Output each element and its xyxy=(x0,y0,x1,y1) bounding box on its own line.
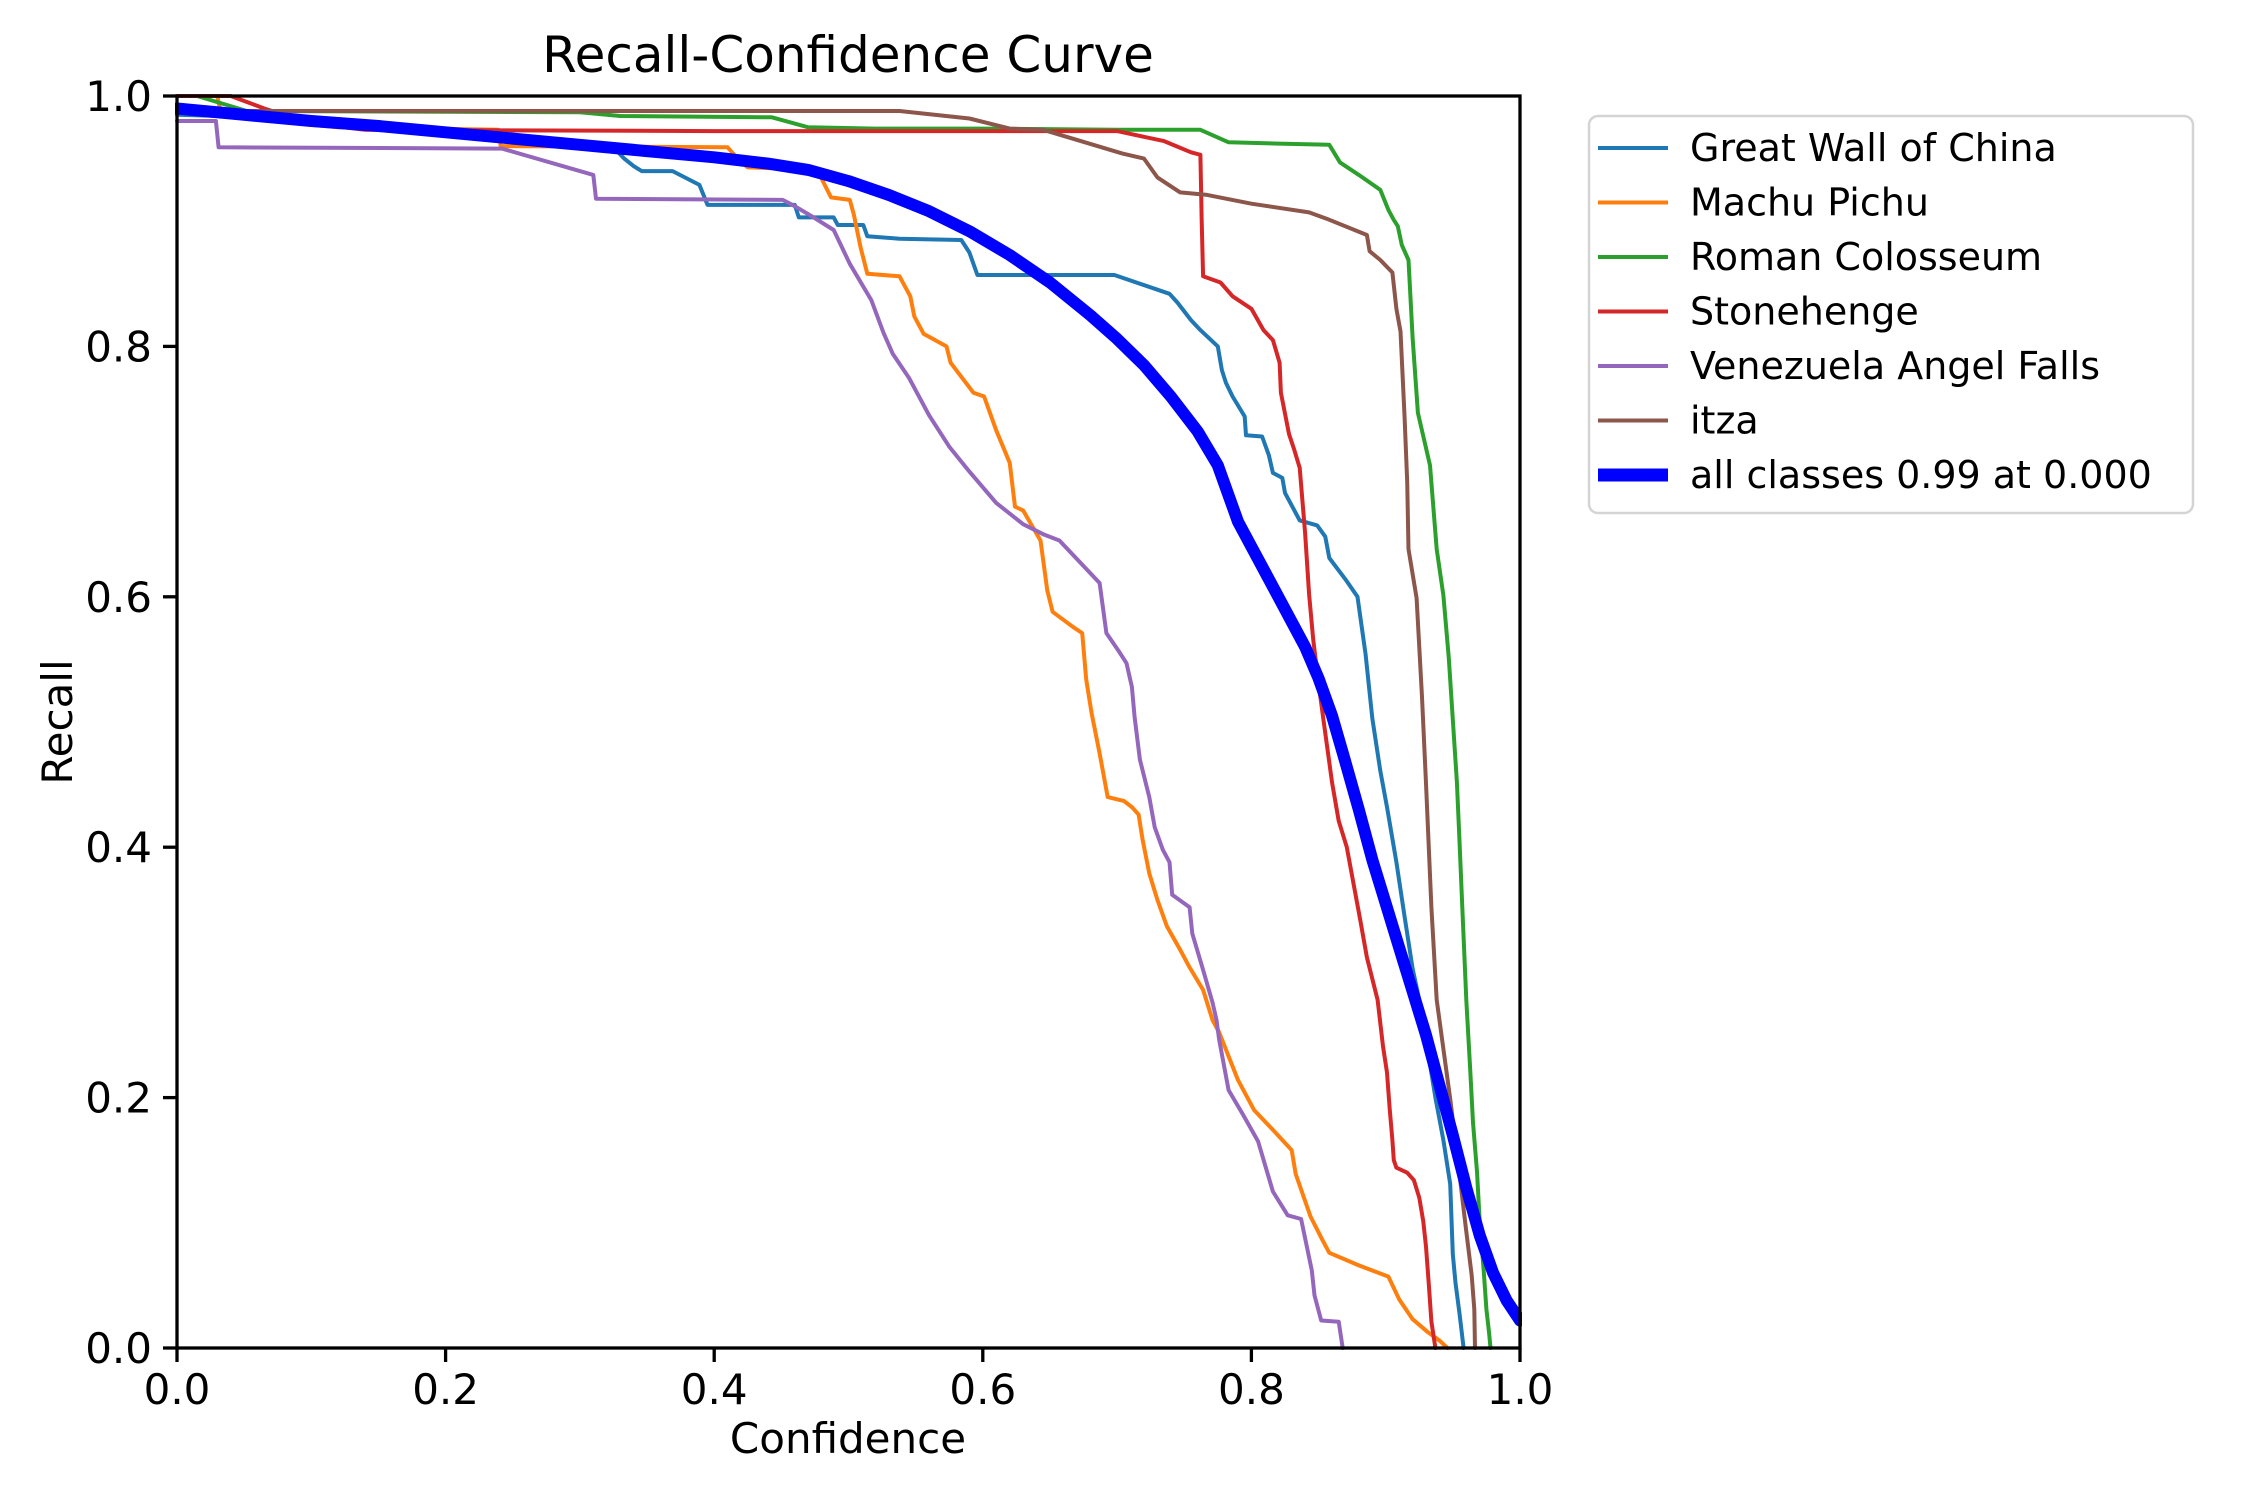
y-tick-label: 0.2 xyxy=(85,1074,152,1123)
x-tick-label: 0.4 xyxy=(681,1365,748,1414)
legend-label-roman-colosseum: Roman Colosseum xyxy=(1690,235,2042,279)
y-axis-label: Recall xyxy=(33,659,82,784)
legend-label-all-classes-0-99-at-0-000: all classes 0.99 at 0.000 xyxy=(1690,453,2152,497)
x-tick-label: 1.0 xyxy=(1487,1365,1554,1414)
curve-stonehenge xyxy=(175,94,1438,1350)
x-axis-label: Confidence xyxy=(730,1414,966,1463)
y-axis-ticks: 0.0 0.2 0.4 0.6 0.8 1.0 xyxy=(85,72,177,1373)
legend-label-machu-pichu: Machu Pichu xyxy=(1690,181,1929,225)
chart-title: Recall-Confidence Curve xyxy=(542,26,1154,84)
curve-all-classes-0-99-at-0-000 xyxy=(175,102,1522,1327)
x-axis-ticks: 0.0 0.2 0.4 0.6 0.8 1.0 xyxy=(144,1348,1554,1414)
x-tick-label: 0.6 xyxy=(949,1365,1016,1414)
curve-venezuela-angel-falls xyxy=(175,119,1345,1350)
legend-label-venezuela-angel-falls: Venezuela Angel Falls xyxy=(1690,344,2100,388)
y-tick-label: 0.0 xyxy=(85,1324,152,1373)
curves xyxy=(175,94,1522,1350)
y-tick-label: 1.0 xyxy=(85,72,152,121)
curve-itza xyxy=(175,109,1477,1350)
x-tick-label: 0.2 xyxy=(412,1365,479,1414)
curve-roman-colosseum xyxy=(175,94,1493,1350)
legend-label-stonehenge: Stonehenge xyxy=(1690,290,1919,334)
legend-label-itza: itza xyxy=(1690,399,1759,443)
legend: Great Wall of China Machu Pichu Roman Colo… xyxy=(1587,114,2195,515)
plot-frame xyxy=(175,94,1522,1350)
legend-box xyxy=(1587,114,2195,515)
y-tick-label: 0.4 xyxy=(85,823,152,872)
curve-great-wall-of-china xyxy=(175,112,1466,1350)
y-tick-label: 0.8 xyxy=(85,322,152,371)
y-tick-label: 0.6 xyxy=(85,573,152,622)
x-tick-label: 0.0 xyxy=(144,1365,211,1414)
x-tick-label: 0.8 xyxy=(1218,1365,1285,1414)
legend-label-great-wall-of-china: Great Wall of China xyxy=(1690,126,2057,170)
curve-machu-pichu xyxy=(175,94,1450,1350)
